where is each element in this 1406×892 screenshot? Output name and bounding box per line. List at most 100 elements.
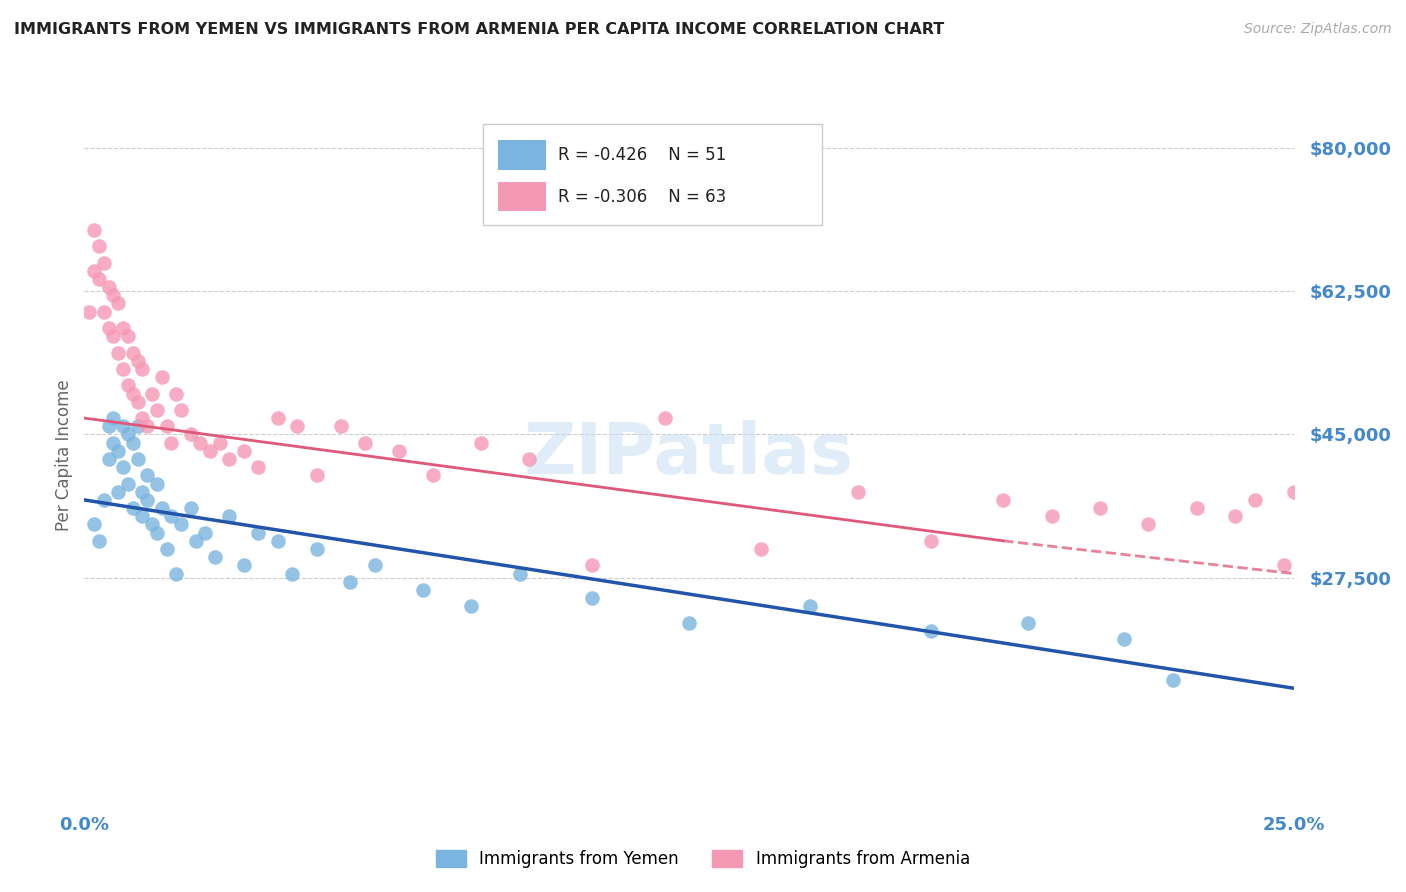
Point (117, 329, 139, 343)
Point (654, 411, 676, 425)
FancyBboxPatch shape (498, 140, 547, 169)
Point (1017, 615, 1039, 630)
Point (146, 403, 169, 417)
Point (127, 353, 149, 368)
Point (117, 476, 139, 491)
Point (112, 362, 135, 376)
Point (233, 558, 256, 573)
Point (160, 435, 183, 450)
Point (170, 517, 193, 532)
Point (112, 419, 135, 434)
Point (194, 525, 217, 540)
Point (112, 460, 135, 475)
Point (155, 542, 177, 557)
Point (305, 468, 328, 483)
Point (470, 435, 492, 450)
Point (184, 533, 207, 548)
Point (1185, 501, 1208, 516)
Point (121, 345, 143, 359)
Point (93, 492, 115, 507)
Point (218, 452, 240, 467)
Point (165, 566, 187, 581)
Point (83, 517, 105, 532)
Point (1306, 182, 1329, 196)
Point (678, 615, 700, 630)
Point (267, 411, 290, 425)
Point (136, 492, 159, 507)
Point (127, 452, 149, 467)
Point (150, 501, 173, 516)
Point (354, 435, 377, 450)
Text: R = -0.426    N = 51: R = -0.426 N = 51 (558, 146, 727, 164)
Point (146, 476, 169, 491)
Point (93, 304, 115, 318)
Point (1292, 533, 1315, 548)
Point (1161, 673, 1184, 687)
Point (107, 296, 129, 310)
Point (247, 525, 270, 540)
Point (121, 501, 143, 516)
Point (117, 427, 139, 442)
Y-axis label: Per Capita Income: Per Capita Income (55, 379, 73, 531)
Point (751, 542, 773, 557)
Point (204, 550, 226, 565)
Point (180, 501, 202, 516)
Text: R = -0.306    N = 63: R = -0.306 N = 63 (558, 188, 727, 206)
Point (97, 280, 120, 294)
Point (1040, 509, 1063, 524)
Point (208, 435, 231, 450)
Point (150, 370, 173, 384)
Point (77, 304, 100, 318)
Point (117, 378, 139, 392)
Point (141, 517, 163, 532)
Point (581, 558, 603, 573)
Point (127, 394, 149, 409)
Point (87, 272, 110, 286)
Point (1225, 509, 1247, 524)
Point (131, 509, 153, 524)
Point (103, 435, 125, 450)
Point (422, 468, 444, 483)
Text: IMMIGRANTS FROM YEMEN VS IMMIGRANTS FROM ARMENIA PER CAPITA INCOME CORRELATION C: IMMIGRANTS FROM YEMEN VS IMMIGRANTS FROM… (14, 22, 945, 37)
Legend: Immigrants from Yemen, Immigrants from Armenia: Immigrants from Yemen, Immigrants from A… (429, 843, 977, 875)
Point (83, 223, 105, 237)
Point (1282, 484, 1305, 499)
Point (112, 321, 135, 335)
Point (218, 509, 240, 524)
FancyBboxPatch shape (484, 124, 823, 226)
Point (87, 533, 110, 548)
Point (247, 460, 270, 475)
Text: ZIPatlas: ZIPatlas (524, 420, 853, 490)
Point (131, 411, 153, 425)
Point (83, 264, 105, 278)
Point (1088, 501, 1111, 516)
Point (1114, 632, 1136, 646)
Point (165, 386, 187, 401)
Point (581, 591, 603, 606)
Text: Source: ZipAtlas.com: Source: ZipAtlas.com (1244, 22, 1392, 37)
Point (1243, 492, 1265, 507)
Point (233, 443, 256, 458)
Point (141, 386, 163, 401)
Point (170, 403, 193, 417)
Point (460, 599, 482, 614)
Point (131, 484, 153, 499)
Point (160, 509, 183, 524)
Point (329, 419, 352, 434)
Point (136, 468, 159, 483)
Point (993, 492, 1015, 507)
Point (412, 582, 434, 597)
Point (87, 239, 110, 253)
Point (1137, 517, 1160, 532)
Point (103, 288, 125, 302)
Point (97, 419, 120, 434)
Point (799, 599, 821, 614)
Point (121, 386, 143, 401)
Point (146, 525, 169, 540)
Point (97, 452, 120, 467)
Point (107, 484, 129, 499)
Point (517, 452, 540, 467)
Point (103, 329, 125, 343)
Point (339, 574, 361, 589)
Point (388, 443, 411, 458)
